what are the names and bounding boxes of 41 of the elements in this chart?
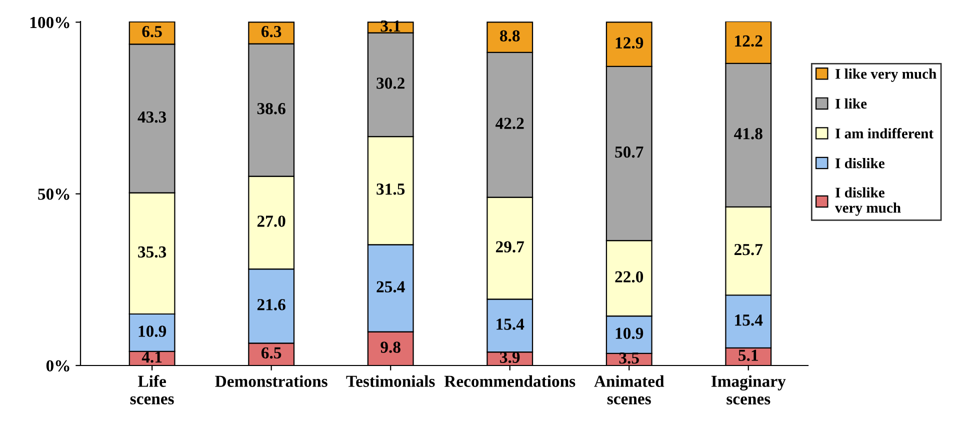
legend-label: I like very much bbox=[835, 68, 936, 82]
x-tick-label: Recommendations bbox=[444, 375, 576, 387]
data-label: 12.9 bbox=[616, 37, 644, 49]
legend-label: I dislike bbox=[835, 158, 884, 168]
data-label: 42.2 bbox=[496, 118, 524, 130]
y-tick-label: 100% bbox=[30, 16, 70, 28]
legend-label: I dislike very much bbox=[834, 187, 901, 216]
data-label: 41.8 bbox=[734, 128, 762, 140]
x-tick-label: Imaginary scenes bbox=[711, 375, 786, 405]
data-label: 29.7 bbox=[496, 241, 524, 253]
data-label: 5.1 bbox=[738, 350, 758, 361]
data-label: 10.9 bbox=[138, 326, 166, 337]
y-tick-label: 0% bbox=[46, 360, 70, 372]
data-label: 25.4 bbox=[376, 281, 405, 292]
legend-label: I like bbox=[835, 98, 867, 109]
data-label: 22.0 bbox=[615, 271, 644, 283]
data-label: 31.5 bbox=[376, 184, 405, 195]
x-tick-label: Testimonials bbox=[346, 375, 435, 387]
data-label: 8.8 bbox=[500, 30, 520, 42]
y-tick-label: 50% bbox=[38, 188, 70, 200]
data-label: 38.6 bbox=[257, 103, 286, 114]
data-label: 15.4 bbox=[735, 314, 763, 326]
x-tick-label: Life scenes bbox=[130, 375, 174, 404]
x-tick-label: Demonstrations bbox=[215, 375, 328, 387]
data-label: 6.3 bbox=[261, 26, 282, 38]
data-label: 25.7 bbox=[734, 244, 763, 256]
data-label: 9.8 bbox=[380, 342, 400, 353]
data-label: 21.6 bbox=[257, 299, 286, 310]
data-label: 4.1 bbox=[142, 351, 162, 363]
data-label: 43.3 bbox=[138, 111, 166, 123]
data-label: 15.4 bbox=[496, 318, 524, 330]
data-label: 50.7 bbox=[615, 146, 644, 158]
data-label: 6.5 bbox=[261, 347, 282, 359]
data-label: 27.0 bbox=[257, 216, 286, 227]
data-label: 35.3 bbox=[138, 246, 166, 258]
x-tick-label: Animated scenes bbox=[594, 375, 664, 404]
data-label: 30.2 bbox=[376, 78, 404, 89]
legend-label: I am indifferent bbox=[835, 128, 934, 138]
data-label: 12.2 bbox=[735, 35, 762, 47]
data-label: 10.9 bbox=[616, 328, 644, 340]
data-label: 6.5 bbox=[142, 26, 162, 38]
